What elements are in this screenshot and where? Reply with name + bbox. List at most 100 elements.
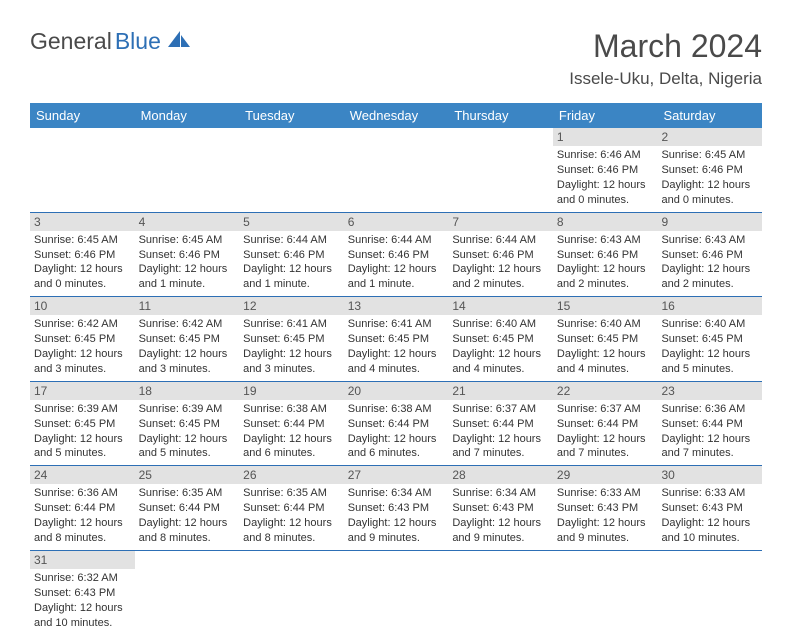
day-number: 8 [553, 213, 658, 231]
calendar-cell: 8Sunrise: 6:43 AMSunset: 6:46 PMDaylight… [553, 213, 658, 297]
logo: GeneralBlue [30, 28, 192, 55]
sun-info: and 1 minute. [139, 277, 236, 292]
sun-info: Daylight: 12 hours [139, 432, 236, 447]
sun-info: Daylight: 12 hours [348, 432, 445, 447]
sun-info: Daylight: 12 hours [661, 262, 758, 277]
day-number: 4 [135, 213, 240, 231]
sun-info: Daylight: 12 hours [661, 516, 758, 531]
sun-info: Sunset: 6:46 PM [34, 248, 131, 263]
day-header: Tuesday [239, 103, 344, 128]
sun-info: Daylight: 12 hours [243, 262, 340, 277]
sun-info: Sunrise: 6:46 AM [557, 148, 654, 163]
sun-info: and 9 minutes. [557, 531, 654, 546]
sun-info: Sunrise: 6:39 AM [34, 402, 131, 417]
day-number: 21 [448, 382, 553, 400]
sun-info: Sunset: 6:43 PM [34, 586, 131, 601]
sun-info: Sunrise: 6:40 AM [557, 317, 654, 332]
sun-info: Sunrise: 6:45 AM [139, 233, 236, 248]
sun-info: Daylight: 12 hours [661, 347, 758, 362]
month-title: March 2024 [569, 28, 762, 65]
sun-info: Daylight: 12 hours [243, 347, 340, 362]
day-number: 15 [553, 297, 658, 315]
sun-info: Daylight: 12 hours [34, 432, 131, 447]
sun-info: Sunrise: 6:32 AM [34, 571, 131, 586]
sun-info: and 4 minutes. [348, 362, 445, 377]
sun-info: Sunset: 6:46 PM [348, 248, 445, 263]
sun-info: and 1 minute. [348, 277, 445, 292]
sun-info: Sunset: 6:44 PM [348, 417, 445, 432]
calendar-cell: 5Sunrise: 6:44 AMSunset: 6:46 PMDaylight… [239, 213, 344, 297]
sun-info: Daylight: 12 hours [452, 347, 549, 362]
sun-info: Sunset: 6:45 PM [34, 417, 131, 432]
title-block: March 2024 Issele-Uku, Delta, Nigeria [569, 28, 762, 89]
sun-info: Daylight: 12 hours [557, 178, 654, 193]
location: Issele-Uku, Delta, Nigeria [569, 69, 762, 89]
day-number: 30 [657, 466, 762, 484]
day-number: 12 [239, 297, 344, 315]
day-header: Monday [135, 103, 240, 128]
day-number: 19 [239, 382, 344, 400]
calendar-cell: 7Sunrise: 6:44 AMSunset: 6:46 PMDaylight… [448, 213, 553, 297]
sun-info: Sunrise: 6:37 AM [452, 402, 549, 417]
day-number: 26 [239, 466, 344, 484]
logo-text-1: General [30, 28, 112, 55]
sun-info: and 1 minute. [243, 277, 340, 292]
sun-info: Sunrise: 6:38 AM [348, 402, 445, 417]
day-header: Saturday [657, 103, 762, 128]
sun-info: and 4 minutes. [452, 362, 549, 377]
day-number: 22 [553, 382, 658, 400]
sun-info: Sunset: 6:45 PM [661, 332, 758, 347]
sun-info: Daylight: 12 hours [452, 516, 549, 531]
sun-info: Daylight: 12 hours [557, 347, 654, 362]
calendar-cell: 11Sunrise: 6:42 AMSunset: 6:45 PMDayligh… [135, 297, 240, 381]
sun-info: Sunrise: 6:34 AM [348, 486, 445, 501]
day-number: 24 [30, 466, 135, 484]
day-header: Friday [553, 103, 658, 128]
sun-info: Sunset: 6:46 PM [557, 248, 654, 263]
calendar-cell: 26Sunrise: 6:35 AMSunset: 6:44 PMDayligh… [239, 466, 344, 550]
calendar-cell: 24Sunrise: 6:36 AMSunset: 6:44 PMDayligh… [30, 466, 135, 550]
sun-info: Sunset: 6:46 PM [557, 163, 654, 178]
day-number: 31 [30, 551, 135, 569]
sun-info: Sunset: 6:45 PM [139, 332, 236, 347]
calendar: SundayMondayTuesdayWednesdayThursdayFrid… [30, 103, 762, 634]
calendar-cell: 14Sunrise: 6:40 AMSunset: 6:45 PMDayligh… [448, 297, 553, 381]
sun-info: Daylight: 12 hours [452, 432, 549, 447]
day-number: 5 [239, 213, 344, 231]
day-number: 7 [448, 213, 553, 231]
sun-info: Daylight: 12 hours [34, 601, 131, 616]
sun-info: Sunrise: 6:44 AM [348, 233, 445, 248]
sun-info: Daylight: 12 hours [348, 516, 445, 531]
sun-info: Sunrise: 6:39 AM [139, 402, 236, 417]
calendar-cell: 29Sunrise: 6:33 AMSunset: 6:43 PMDayligh… [553, 466, 658, 550]
sun-info: Sunrise: 6:33 AM [661, 486, 758, 501]
sun-info: Sunset: 6:46 PM [452, 248, 549, 263]
sun-info: Sunset: 6:46 PM [243, 248, 340, 263]
calendar-cell [553, 551, 658, 634]
calendar-cell: 20Sunrise: 6:38 AMSunset: 6:44 PMDayligh… [344, 382, 449, 466]
sun-info: Sunrise: 6:36 AM [34, 486, 131, 501]
day-header: Wednesday [344, 103, 449, 128]
logo-text-2: Blue [115, 28, 161, 55]
calendar-cell: 10Sunrise: 6:42 AMSunset: 6:45 PMDayligh… [30, 297, 135, 381]
calendar-cell: 23Sunrise: 6:36 AMSunset: 6:44 PMDayligh… [657, 382, 762, 466]
sun-info: Sunrise: 6:40 AM [661, 317, 758, 332]
calendar-cell [30, 128, 135, 212]
day-number: 6 [344, 213, 449, 231]
sun-info: and 3 minutes. [34, 362, 131, 377]
sun-info: and 2 minutes. [452, 277, 549, 292]
sun-info: Sunrise: 6:44 AM [452, 233, 549, 248]
day-headers: SundayMondayTuesdayWednesdayThursdayFrid… [30, 103, 762, 128]
sun-info: Daylight: 12 hours [557, 432, 654, 447]
sun-info: Daylight: 12 hours [34, 347, 131, 362]
sun-info: Sunrise: 6:42 AM [34, 317, 131, 332]
sun-info: and 6 minutes. [243, 446, 340, 461]
sun-info: and 0 minutes. [557, 193, 654, 208]
sun-info: and 5 minutes. [661, 362, 758, 377]
sun-info: Sunrise: 6:34 AM [452, 486, 549, 501]
sun-info: Daylight: 12 hours [243, 516, 340, 531]
sun-info: Sunset: 6:46 PM [661, 163, 758, 178]
calendar-cell: 25Sunrise: 6:35 AMSunset: 6:44 PMDayligh… [135, 466, 240, 550]
sun-info: Daylight: 12 hours [34, 516, 131, 531]
day-number: 1 [553, 128, 658, 146]
